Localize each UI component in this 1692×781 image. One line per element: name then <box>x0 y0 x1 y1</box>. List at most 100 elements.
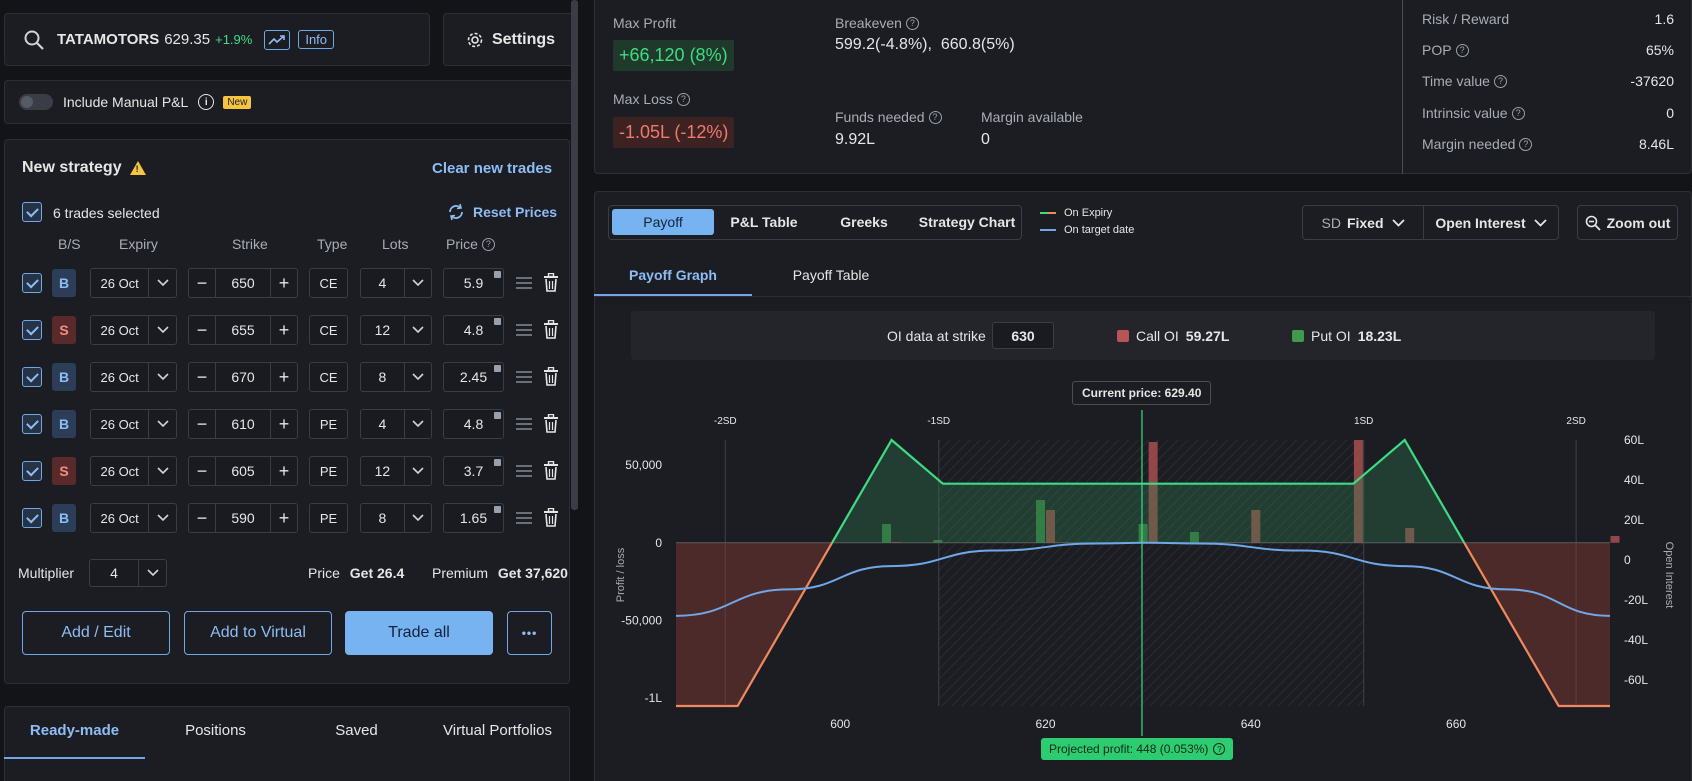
price-input[interactable]: 3.7 <box>443 456 504 486</box>
tab-saved[interactable]: Saved <box>335 722 378 739</box>
minus-icon[interactable]: − <box>189 363 216 391</box>
tab-greeks[interactable]: Greeks <box>840 214 888 230</box>
strike-stepper[interactable]: − 605 + <box>188 456 298 486</box>
tab-positions[interactable]: Positions <box>185 722 246 739</box>
trade-side-toggle[interactable]: B <box>52 504 76 532</box>
drag-handle-icon[interactable] <box>516 512 532 524</box>
price-input[interactable]: 5.9 <box>443 268 504 298</box>
minus-icon[interactable]: − <box>189 410 216 438</box>
lots-select[interactable]: 12 <box>360 456 432 486</box>
plus-icon[interactable]: + <box>270 269 297 297</box>
price-input[interactable]: 4.8 <box>443 315 504 345</box>
tab-payoff[interactable]: Payoff <box>612 209 714 235</box>
help-icon[interactable]: ? <box>1493 74 1507 88</box>
help-icon[interactable]: ? <box>481 237 495 251</box>
price-input[interactable]: 2.45 <box>443 362 504 392</box>
oi-strike-input[interactable]: 630 <box>992 322 1054 349</box>
trade-side-toggle[interactable]: B <box>52 410 76 438</box>
trade-checkbox[interactable] <box>22 414 42 434</box>
multiplier-select[interactable]: 4 <box>89 559 167 587</box>
strike-stepper[interactable]: − 650 + <box>188 268 298 298</box>
trade-side-toggle[interactable]: S <box>52 316 76 344</box>
chart-trend-icon[interactable] <box>264 29 291 50</box>
plus-icon[interactable]: + <box>270 363 297 391</box>
tab-virtual-portfolios[interactable]: Virtual Portfolios <box>443 722 552 739</box>
payoff-chart[interactable]: -2SD -1SD 1SD 2SD 50,000 0 -50,000 -1L 60L 40L 20L… <box>594 370 1692 780</box>
help-icon[interactable]: ? <box>1511 106 1525 120</box>
lots-select[interactable]: 8 <box>360 503 432 533</box>
lots-select[interactable]: 4 <box>360 409 432 439</box>
trade-side-toggle[interactable]: B <box>52 363 76 391</box>
drag-handle-icon[interactable] <box>516 371 532 383</box>
option-type-toggle[interactable]: PE <box>309 503 348 533</box>
symbol-search-bar[interactable]: TATAMOTORS 629.35 +1.9% Info <box>4 13 430 66</box>
option-type-toggle[interactable]: CE <box>309 268 348 298</box>
tab-pl-table[interactable]: P&L Table <box>730 214 798 230</box>
help-icon[interactable]: ? <box>1213 743 1226 755</box>
add-edit-button[interactable]: Add / Edit <box>22 611 170 655</box>
expiry-select[interactable]: 26 Oct <box>90 409 177 439</box>
trade-side-toggle[interactable]: S <box>52 457 76 485</box>
trade-checkbox[interactable] <box>22 320 42 340</box>
plus-icon[interactable]: + <box>270 316 297 344</box>
select-all-checkbox[interactable] <box>22 202 42 222</box>
delete-trade-icon[interactable] <box>543 460 559 483</box>
delete-trade-icon[interactable] <box>543 272 559 295</box>
drag-handle-icon[interactable] <box>516 465 532 477</box>
drag-handle-icon[interactable] <box>516 277 532 289</box>
help-icon[interactable]: ? <box>1455 43 1469 57</box>
reset-prices-button[interactable]: Reset Prices <box>447 203 557 221</box>
plus-icon[interactable]: + <box>270 457 297 485</box>
trade-side-toggle[interactable]: B <box>52 269 76 297</box>
trade-all-button[interactable]: Trade all <box>345 611 493 655</box>
subtab-payoff-table[interactable]: Payoff Table <box>792 267 870 283</box>
help-icon[interactable]: ? <box>928 110 942 124</box>
option-type-toggle[interactable]: PE <box>309 409 348 439</box>
sd-dropdown[interactable]: SD Fixed <box>1302 205 1424 240</box>
info-icon[interactable]: i <box>198 94 215 110</box>
help-icon[interactable]: ? <box>905 16 919 30</box>
trade-checkbox[interactable] <box>22 273 42 293</box>
clear-new-trades-link[interactable]: Clear new trades <box>432 160 553 177</box>
minus-icon[interactable]: − <box>189 457 216 485</box>
plus-icon[interactable]: + <box>270 410 297 438</box>
price-input[interactable]: 1.65 <box>443 503 504 533</box>
option-type-toggle[interactable]: CE <box>309 362 348 392</box>
delete-trade-icon[interactable] <box>543 507 559 530</box>
minus-icon[interactable]: − <box>189 504 216 532</box>
delete-trade-icon[interactable] <box>543 366 559 389</box>
trade-checkbox[interactable] <box>22 367 42 387</box>
lots-select[interactable]: 4 <box>360 268 432 298</box>
trade-checkbox[interactable] <box>22 508 42 528</box>
settings-button[interactable]: Settings <box>443 13 578 66</box>
option-type-toggle[interactable]: PE <box>309 456 348 486</box>
drag-handle-icon[interactable] <box>516 418 532 430</box>
option-type-toggle[interactable]: CE <box>309 315 348 345</box>
lots-select[interactable]: 12 <box>360 315 432 345</box>
expiry-select[interactable]: 26 Oct <box>90 503 177 533</box>
zoom-out-button[interactable]: Zoom out <box>1577 205 1678 240</box>
drag-handle-icon[interactable] <box>516 324 532 336</box>
expiry-select[interactable]: 26 Oct <box>90 315 177 345</box>
strike-stepper[interactable]: − 655 + <box>188 315 298 345</box>
tab-ready-made[interactable]: Ready-made <box>29 722 120 739</box>
strike-stepper[interactable]: − 590 + <box>188 503 298 533</box>
minus-icon[interactable]: − <box>189 269 216 297</box>
open-interest-dropdown[interactable]: Open Interest <box>1423 205 1559 240</box>
lots-select[interactable]: 8 <box>360 362 432 392</box>
add-to-virtual-button[interactable]: Add to Virtual <box>184 611 332 655</box>
expiry-select[interactable]: 26 Oct <box>90 268 177 298</box>
tab-strategy-chart[interactable]: Strategy Chart <box>918 214 1016 230</box>
expiry-select[interactable]: 26 Oct <box>90 362 177 392</box>
expiry-select[interactable]: 26 Oct <box>90 456 177 486</box>
subtab-payoff-graph[interactable]: Payoff Graph <box>629 267 717 283</box>
help-icon[interactable]: ? <box>1519 137 1533 151</box>
plus-icon[interactable]: + <box>270 504 297 532</box>
help-icon[interactable]: ? <box>676 92 690 106</box>
strategy-scrollbar[interactable] <box>571 0 578 510</box>
strike-stepper[interactable]: − 670 + <box>188 362 298 392</box>
strike-stepper[interactable]: − 610 + <box>188 409 298 439</box>
more-options-button[interactable]: ••• <box>507 611 552 655</box>
minus-icon[interactable]: − <box>189 316 216 344</box>
info-button[interactable]: Info <box>298 30 335 49</box>
